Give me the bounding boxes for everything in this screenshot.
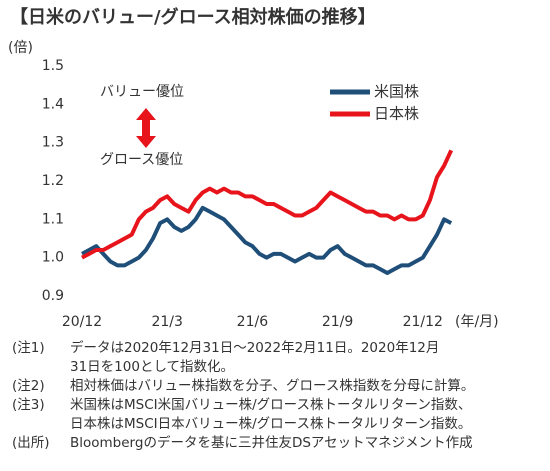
chart-title: 【日米のバリュー/グロース相対株価の推移】: [10, 6, 376, 28]
annotation: バリュー優位: [100, 84, 184, 100]
note-text: データは2020年12月31日～2022年2月11日。2020年12月: [70, 339, 439, 356]
y-tick-label: 1.3: [42, 135, 64, 151]
legend-label: 米国株: [374, 83, 419, 101]
x-tick-label: 20/12: [62, 314, 102, 330]
x-unit: (年/月): [455, 314, 499, 330]
y-tick-label: 1.2: [42, 173, 64, 189]
legend-label: 日本株: [374, 105, 419, 123]
y-tick-label: 0.9: [42, 288, 64, 304]
y-tick-label: 1.1: [42, 211, 64, 227]
note-label: (注3): [12, 397, 45, 413]
annotation: グロース優位: [100, 152, 183, 168]
arrow: [136, 108, 156, 148]
note-label: (注1): [12, 340, 45, 356]
line-series: [81, 205, 453, 275]
y-unit: (倍): [8, 40, 33, 56]
note-text: 日本株はMSCI日本バリュー株/グロース株トータルリターン指数。: [70, 416, 471, 432]
note-text: 31日を100として指数化。: [70, 359, 234, 375]
line-series: [81, 149, 454, 260]
y-tick-label: 1.0: [42, 250, 64, 266]
note-text: 米国株はMSCI米国バリュー株/グロース株トータルリターン指数、: [70, 397, 471, 413]
x-tick-label: 21/9: [322, 314, 353, 330]
x-tick-label: 21/3: [151, 314, 182, 330]
note-text: Bloombergのデータを基に三井住友DSアセットマネジメント作成: [70, 434, 473, 451]
y-tick-label: 1.5: [42, 58, 64, 74]
note-text: 相対株価はバリュー株指数を分子、グロース株指数を分母に計算。: [70, 378, 474, 394]
y-tick-label: 1.4: [42, 96, 64, 112]
x-tick-label: 21/12: [403, 314, 443, 330]
note-label: (注2): [12, 378, 45, 394]
note-label: (出所): [12, 435, 50, 451]
x-tick-label: 21/6: [237, 314, 269, 330]
